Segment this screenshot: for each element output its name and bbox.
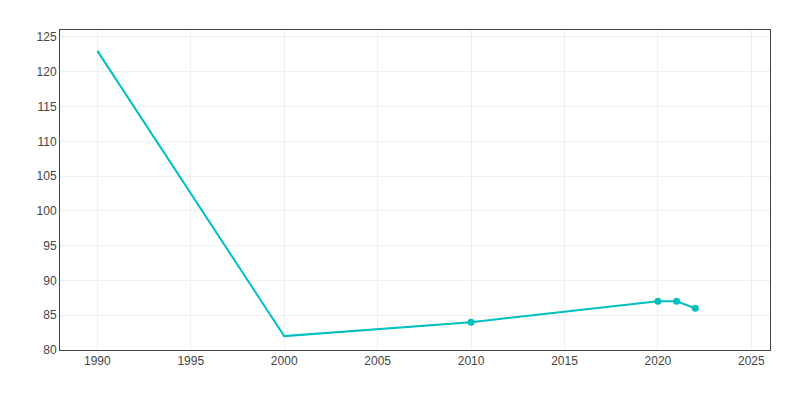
svg-text:1995: 1995 (177, 354, 204, 368)
svg-text:115: 115 (37, 100, 56, 114)
svg-text:110: 110 (37, 135, 56, 149)
svg-text:80: 80 (43, 343, 57, 357)
svg-text:100: 100 (37, 204, 57, 218)
svg-text:105: 105 (37, 169, 57, 183)
svg-text:125: 125 (37, 30, 57, 44)
svg-text:2015: 2015 (551, 354, 578, 368)
svg-text:2005: 2005 (364, 354, 391, 368)
svg-text:1990: 1990 (84, 354, 111, 368)
svg-text:90: 90 (43, 274, 57, 288)
svg-text:2010: 2010 (458, 354, 485, 368)
svg-text:85: 85 (43, 308, 57, 322)
svg-text:120: 120 (37, 65, 57, 79)
svg-text:95: 95 (43, 239, 57, 253)
svg-text:2000: 2000 (271, 354, 298, 368)
svg-text:2025: 2025 (738, 354, 765, 368)
svg-text:2020: 2020 (645, 354, 672, 368)
